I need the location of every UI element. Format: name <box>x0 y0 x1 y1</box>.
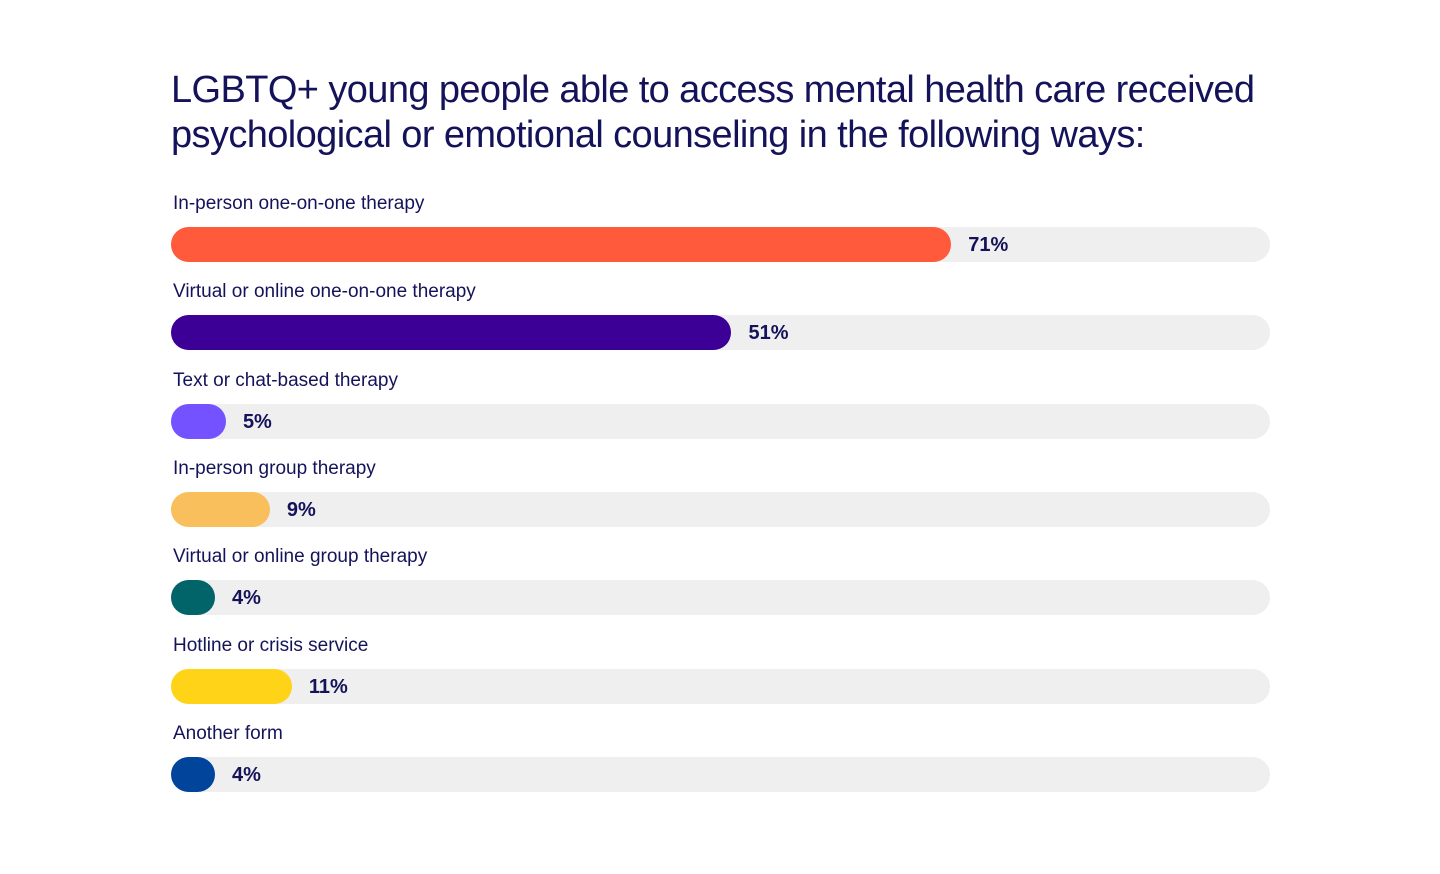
bar-track: 4% <box>171 756 1270 792</box>
category-label: Virtual or online group therapy <box>173 546 428 568</box>
bar-row: Another form 4% <box>171 720 1270 796</box>
category-label: Hotline or crisis service <box>173 634 369 656</box>
value-label: 11% <box>308 675 348 698</box>
category-label: In-person group therapy <box>173 457 376 479</box>
bar-row: In-person one-on-one therapy 71% <box>171 190 1270 266</box>
bar-row: Text or chat-based therapy 5% <box>171 367 1270 443</box>
bar-track: 11% <box>171 668 1270 704</box>
bar-row: In-person group therapy 9% <box>171 455 1270 531</box>
bar-track: 9% <box>171 491 1270 527</box>
bar <box>171 315 732 351</box>
value-label: 4% <box>232 763 261 786</box>
value-label: 51% <box>748 322 789 345</box>
bar-track: 51% <box>171 315 1270 351</box>
chart-title: LGBTQ+ young people able to access menta… <box>171 69 1255 156</box>
value-label: 9% <box>286 498 316 521</box>
bar-track: 5% <box>171 403 1270 439</box>
bar-row: Virtual or online group therapy 4% <box>171 543 1270 619</box>
category-label: Another form <box>173 722 283 744</box>
bar <box>171 227 952 262</box>
bar <box>171 491 270 527</box>
category-label: Virtual or online one-on-one therapy <box>173 281 476 303</box>
value-label: 71% <box>968 234 1009 256</box>
category-label: In-person one-on-one therapy <box>173 193 425 214</box>
bar-track: 4% <box>171 580 1270 616</box>
value-label: 4% <box>232 587 261 610</box>
bar <box>171 756 215 792</box>
bar-track: 71% <box>171 227 1270 262</box>
bar-row: Virtual or online one-on-one therapy 51% <box>171 278 1270 354</box>
bar <box>171 580 215 616</box>
bar-row: Hotline or crisis service 11% <box>171 632 1270 708</box>
value-label: 5% <box>242 410 272 433</box>
category-label: Text or chat-based therapy <box>173 369 398 391</box>
bar <box>171 403 226 439</box>
bar <box>171 668 292 704</box>
